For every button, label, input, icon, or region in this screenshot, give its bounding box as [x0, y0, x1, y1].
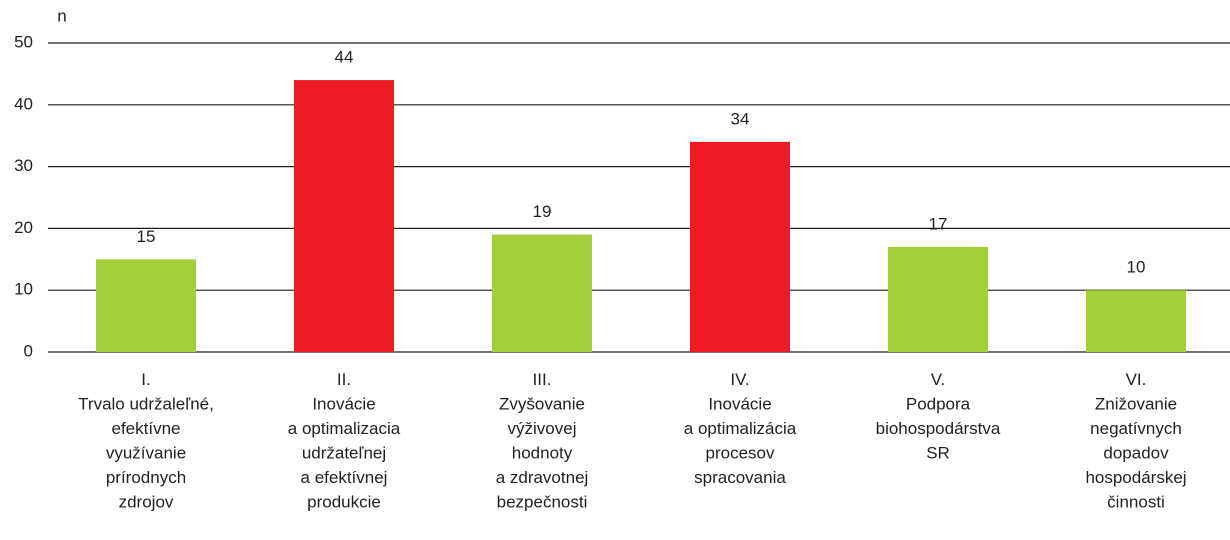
y-tick-label: 20	[14, 218, 33, 237]
x-tick-label-line: Trvalo udržaleľné,	[78, 395, 214, 414]
x-tick-label-line: a optimalizacia	[288, 419, 401, 438]
x-tick-label-line: hodnoty	[512, 444, 573, 463]
x-tick-label: II. Inovácie a optimalizacia udržateľnej a e…	[288, 370, 401, 512]
x-tick-label-line: Zvyšovanie	[499, 395, 585, 414]
bar	[1086, 290, 1186, 352]
value-label: 17	[929, 214, 948, 233]
x-tick-label-line: dopadov	[1103, 444, 1169, 463]
bar	[294, 80, 394, 352]
x-tick-label-line: II.	[337, 370, 351, 389]
bar	[888, 246, 988, 352]
x-tick-label-line: V.	[931, 370, 946, 389]
x-tick-label-line: Znižovanie	[1095, 395, 1177, 414]
value-label: 34	[731, 109, 750, 128]
y-tick-label: 0	[24, 341, 33, 360]
x-tick-label-line: biohospodárstva	[876, 419, 1001, 438]
bar	[96, 259, 196, 352]
x-tick-label-line: efektívne	[112, 419, 181, 438]
value-label: 19	[533, 202, 552, 221]
x-tick-label-line: produkcie	[307, 493, 381, 512]
x-tick-label-line: Podpora	[906, 395, 971, 414]
x-tick-label-line: zdrojov	[119, 493, 174, 512]
x-tick-label-line: využívanie	[106, 444, 186, 463]
x-tick-label: I. Trvalo udržaleľné, efektívne využívanie p…	[78, 370, 214, 512]
x-tick-label-line: Inovácie	[312, 395, 375, 414]
x-tick-label-line: a zdravotnej	[496, 468, 589, 487]
x-tick-label-line: Inovácie	[708, 395, 771, 414]
x-tick-label-line: VI.	[1126, 370, 1147, 389]
value-label: 10	[1127, 258, 1146, 277]
x-tick-label-line: III.	[533, 370, 552, 389]
x-tick-label-line: I.	[141, 370, 150, 389]
x-tick-label-line: SR	[926, 444, 950, 463]
x-tick-label: III. Zvyšovanie výživovej hodnoty a zdravotn…	[496, 370, 589, 512]
y-axis-label: n	[57, 6, 66, 25]
x-tick-label-line: IV.	[730, 370, 749, 389]
y-tick-label: 10	[14, 280, 33, 299]
x-tick-label-line: a optimalizácia	[684, 419, 797, 438]
x-tick-label-line: spracovania	[694, 468, 786, 487]
x-tick-label-line: bezpečnosti	[497, 493, 588, 512]
y-tick-label: 50	[14, 32, 33, 51]
bar	[492, 234, 592, 352]
x-tick-label: V. Podpora biohospodárstva SR	[876, 370, 1001, 463]
y-tick-label: 30	[14, 156, 33, 175]
x-tick-label-line: udržateľnej	[302, 444, 386, 463]
x-tick-label-line: výživovej	[508, 419, 577, 438]
value-label: 44	[335, 48, 354, 67]
x-tick-label-line: negatívnych	[1090, 419, 1182, 438]
x-tick-label-line: prírodnych	[106, 468, 186, 487]
x-tick-label-line: hospodárskej	[1085, 468, 1186, 487]
bar	[690, 141, 790, 352]
x-tick-label-line: činnosti	[1107, 493, 1165, 512]
x-tick-label-line: procesov	[706, 444, 775, 463]
x-tick-label: IV. Inovácie a optimalizácia procesov spraco…	[684, 370, 797, 487]
x-tick-label-line: a efektívnej	[301, 468, 388, 487]
x-tick-label: VI. Znižovanie negatívnych dopadov hospodárs…	[1085, 370, 1186, 512]
y-tick-label: 40	[14, 94, 33, 113]
value-label: 15	[137, 227, 156, 246]
